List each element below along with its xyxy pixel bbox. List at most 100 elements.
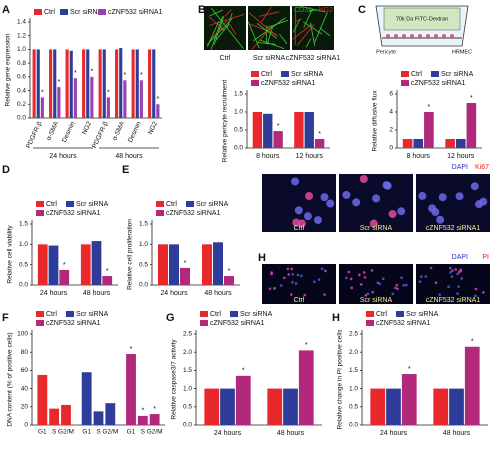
legend-label: cZNF532 siRNA1 <box>411 80 466 87</box>
vessel <box>208 13 245 26</box>
bar <box>401 374 417 425</box>
bar <box>102 276 113 285</box>
panel-letter: A <box>2 4 10 16</box>
legend-label: cZNF532 siRNA1 <box>108 9 163 16</box>
nucleus <box>460 277 463 280</box>
y-tick-label: 1.5 <box>183 367 192 374</box>
significance: * <box>277 123 280 130</box>
bar <box>152 49 156 118</box>
nucleus <box>313 216 322 225</box>
nucleus <box>405 283 408 287</box>
y-tick-label: 2 <box>389 127 393 134</box>
nucleus <box>291 280 294 284</box>
bar <box>137 415 148 425</box>
nucleus <box>456 292 459 295</box>
x-tick-label: 48 hours <box>443 430 471 437</box>
nucleus <box>449 271 452 274</box>
vessel <box>308 9 319 12</box>
bar <box>235 375 251 425</box>
bar <box>433 388 449 425</box>
y-tick-label: 0.0 <box>17 115 26 122</box>
bar <box>283 388 298 425</box>
nucleus <box>451 269 454 272</box>
bar <box>402 139 413 148</box>
legend-swatch <box>36 320 44 326</box>
diagram-label: HRMEC <box>452 49 472 55</box>
bar <box>370 388 386 425</box>
significance: * <box>428 104 431 111</box>
vessel <box>249 23 277 35</box>
nucleus <box>388 209 397 218</box>
legend-label: Scr siRNA <box>70 9 103 16</box>
bar <box>80 244 91 285</box>
nucleus <box>342 190 351 199</box>
y-tick-label: 1.0 <box>349 385 358 392</box>
legend-swatch <box>66 201 74 207</box>
nucleus <box>448 266 452 270</box>
bar <box>106 97 110 118</box>
vessel <box>213 16 225 46</box>
channel-label: DAPI <box>452 254 468 261</box>
panel-letter: G <box>166 312 175 324</box>
channel-label: PI <box>482 254 489 261</box>
channel-label: CD31 <box>294 7 312 14</box>
bar <box>298 350 314 425</box>
channel-label: DAPI <box>452 164 468 171</box>
y-tick-label: 4 <box>389 109 393 116</box>
nucleus <box>391 292 395 296</box>
y-tick-label: 2.0 <box>349 349 358 356</box>
nucleus <box>345 276 348 280</box>
legend-swatch <box>431 71 439 77</box>
vessel <box>310 22 316 46</box>
nucleus <box>447 285 450 289</box>
micrograph <box>339 264 413 304</box>
panel-letter: H <box>258 252 266 264</box>
vessel <box>261 6 272 22</box>
nucleus <box>370 269 374 272</box>
nucleus <box>396 287 399 291</box>
nucleus <box>418 191 427 200</box>
x-tick-label: Desmin <box>127 120 143 143</box>
bar <box>220 388 235 425</box>
nucleus <box>352 198 361 207</box>
image-label: cZNF532 siRNA1 <box>426 225 481 232</box>
y-tick-label: 2.5 <box>349 331 358 338</box>
x-tick-label: α-SMA <box>111 120 126 142</box>
vessel <box>298 5 326 13</box>
legend-swatch <box>156 201 164 207</box>
nucleus <box>429 266 433 270</box>
nucleus <box>282 276 286 280</box>
panel-letter: B <box>198 4 206 16</box>
legend-swatch <box>366 320 374 326</box>
bar <box>126 354 136 425</box>
bar <box>202 244 212 285</box>
bar <box>57 87 61 118</box>
x-tick-label: 8 hours <box>256 153 280 160</box>
micrograph <box>248 6 290 50</box>
y-tick-label: 1.4 <box>17 19 26 26</box>
nucleus <box>359 283 363 286</box>
nucleus <box>372 194 381 203</box>
vessel <box>259 11 280 17</box>
legend-swatch <box>401 71 409 77</box>
x-tick-label: 24 hours <box>380 430 408 437</box>
significance: * <box>242 368 245 375</box>
significance: * <box>153 406 156 413</box>
y-tick-label: 40 <box>21 385 29 392</box>
image-label: Ctrl <box>294 225 305 232</box>
legend-label: Scr siRNA <box>240 311 273 318</box>
legend-swatch <box>98 9 106 15</box>
nucleus <box>323 293 326 296</box>
nucleus <box>270 272 273 276</box>
bar <box>98 49 102 118</box>
y-tick-label: 0 <box>24 422 28 429</box>
bar <box>149 414 160 425</box>
x-tick-label: G1 <box>38 429 47 436</box>
y-tick-label: 2.0 <box>183 349 192 356</box>
y-axis-label: Relative gene expression <box>5 33 12 106</box>
nucleus <box>347 270 351 274</box>
significance: * <box>130 346 133 353</box>
nucleus <box>419 275 423 278</box>
nucleus <box>371 290 374 294</box>
bar <box>273 131 283 148</box>
